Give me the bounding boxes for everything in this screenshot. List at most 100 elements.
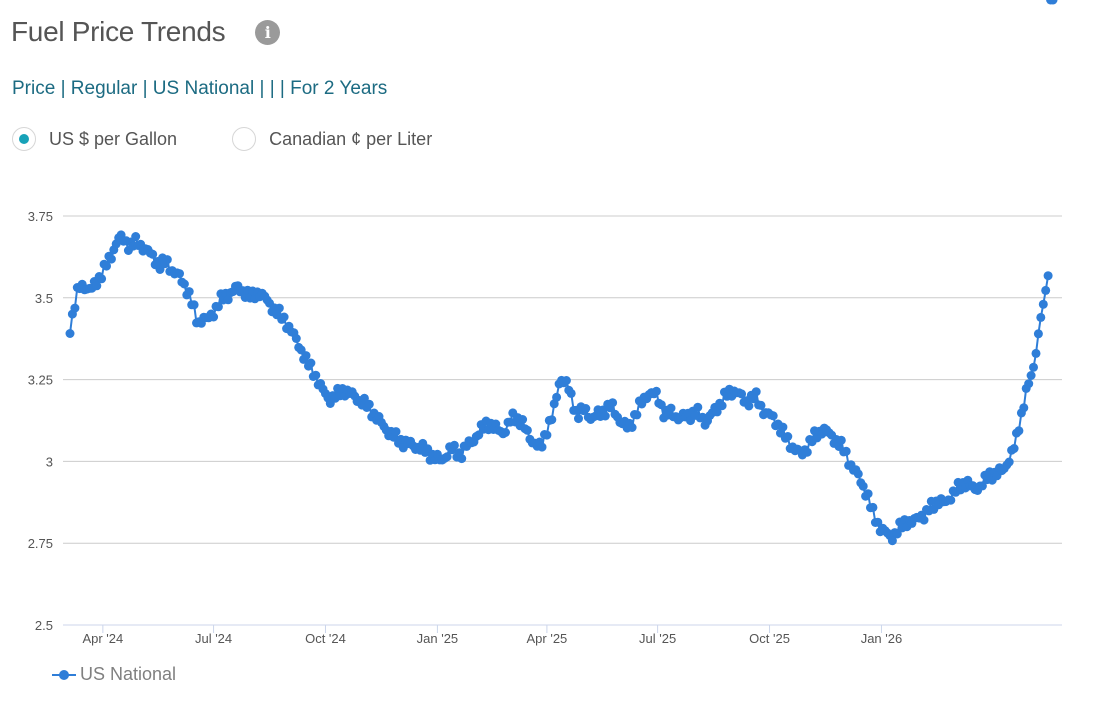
data-point[interactable]: [184, 287, 194, 297]
data-point[interactable]: [841, 446, 851, 456]
data-point[interactable]: [70, 303, 80, 313]
info-icon[interactable]: i: [255, 19, 281, 45]
data-point[interactable]: [1009, 444, 1019, 453]
data-point[interactable]: [162, 255, 172, 265]
data-point[interactable]: [892, 529, 902, 539]
data-point[interactable]: [1031, 348, 1041, 358]
data-point[interactable]: [301, 351, 311, 361]
data-point[interactable]: [131, 232, 141, 241]
data-point[interactable]: [1048, 0, 1058, 5]
data-point[interactable]: [1026, 371, 1036, 380]
data-point[interactable]: [1029, 362, 1038, 372]
data-point[interactable]: [744, 401, 754, 411]
data-point[interactable]: [209, 312, 219, 322]
data-point[interactable]: [853, 469, 863, 479]
data-point[interactable]: [442, 452, 452, 462]
x-tick-label: Jan '26: [861, 631, 903, 646]
breadcrumb[interactable]: Price | Regular | US National | | | For …: [12, 78, 388, 99]
data-point[interactable]: [749, 394, 759, 404]
data-point[interactable]: [717, 401, 727, 411]
data-point[interactable]: [1004, 457, 1014, 467]
data-point[interactable]: [836, 435, 846, 445]
data-point[interactable]: [518, 415, 528, 424]
legend[interactable]: US National: [52, 664, 176, 685]
data-point[interactable]: [1033, 329, 1043, 339]
data-point[interactable]: [863, 489, 873, 499]
data-point[interactable]: [148, 249, 158, 259]
data-point[interactable]: [179, 279, 189, 289]
data-point[interactable]: [627, 423, 637, 432]
data-point[interactable]: [65, 329, 75, 338]
data-point[interactable]: [547, 415, 557, 425]
unit-radio-us-gallon[interactable]: US $ per Gallon: [12, 127, 177, 151]
series-us-national: [65, 0, 1058, 546]
legend-label: US National: [80, 664, 177, 684]
data-point[interactable]: [391, 427, 401, 437]
data-point[interactable]: [552, 392, 562, 402]
radio-button-unselected[interactable]: [232, 127, 257, 151]
data-point[interactable]: [751, 387, 761, 397]
data-point[interactable]: [522, 425, 532, 435]
data-point[interactable]: [223, 295, 233, 305]
data-point[interactable]: [887, 536, 897, 546]
unit-radio-canadian-liter[interactable]: Canadian ¢ per Liter: [232, 127, 432, 151]
data-point[interactable]: [175, 269, 184, 279]
data-point[interactable]: [213, 302, 223, 312]
data-point[interactable]: [1024, 379, 1034, 389]
data-point[interactable]: [501, 428, 510, 437]
data-point[interactable]: [291, 334, 301, 343]
data-point[interactable]: [858, 481, 868, 491]
title-row: Fuel Price Trends i: [11, 16, 281, 48]
data-point[interactable]: [651, 386, 661, 396]
data-point[interactable]: [693, 402, 703, 412]
data-point[interactable]: [102, 261, 111, 271]
data-point[interactable]: [778, 422, 788, 432]
data-point[interactable]: [581, 404, 591, 413]
data-point[interactable]: [566, 388, 576, 398]
data-point[interactable]: [106, 254, 116, 264]
data-point[interactable]: [1014, 426, 1024, 436]
data-point[interactable]: [542, 430, 552, 440]
data-point[interactable]: [868, 502, 878, 512]
data-point[interactable]: [768, 411, 778, 421]
data-point[interactable]: [306, 358, 316, 368]
radio-dot: [19, 134, 29, 144]
data-point[interactable]: [919, 515, 929, 525]
data-point[interactable]: [1041, 285, 1051, 295]
data-point[interactable]: [632, 410, 642, 420]
data-point[interactable]: [737, 389, 747, 399]
radio-label-canadian-liter: Canadian ¢ per Liter: [269, 128, 433, 149]
data-point[interactable]: [946, 495, 956, 505]
data-point[interactable]: [561, 376, 571, 385]
data-point[interactable]: [873, 517, 883, 527]
data-point[interactable]: [756, 400, 766, 410]
data-point[interactable]: [359, 393, 369, 403]
data-point[interactable]: [600, 411, 610, 421]
data-point[interactable]: [92, 281, 102, 291]
data-point[interactable]: [537, 442, 547, 452]
radio-button-selected[interactable]: [12, 127, 36, 151]
data-point[interactable]: [1043, 271, 1053, 281]
data-point[interactable]: [1036, 312, 1046, 322]
data-point[interactable]: [457, 454, 467, 464]
data-point[interactable]: [783, 432, 793, 441]
legend-marker-icon: [52, 669, 76, 680]
data-point[interactable]: [802, 447, 812, 457]
data-point[interactable]: [977, 481, 987, 491]
data-point[interactable]: [1019, 403, 1029, 413]
data-point[interactable]: [274, 303, 284, 313]
data-point[interactable]: [189, 300, 199, 310]
data-point[interactable]: [364, 399, 374, 409]
data-point[interactable]: [449, 440, 459, 450]
x-tick-label: Apr '25: [527, 631, 568, 646]
data-point[interactable]: [608, 398, 618, 408]
data-point[interactable]: [311, 370, 321, 380]
data-point[interactable]: [712, 407, 722, 417]
data-point[interactable]: [279, 312, 289, 322]
data-point[interactable]: [1038, 299, 1048, 309]
data-point[interactable]: [574, 414, 583, 424]
y-tick-label: 2.5: [35, 618, 53, 633]
data-point[interactable]: [666, 403, 676, 413]
data-point[interactable]: [97, 274, 107, 284]
